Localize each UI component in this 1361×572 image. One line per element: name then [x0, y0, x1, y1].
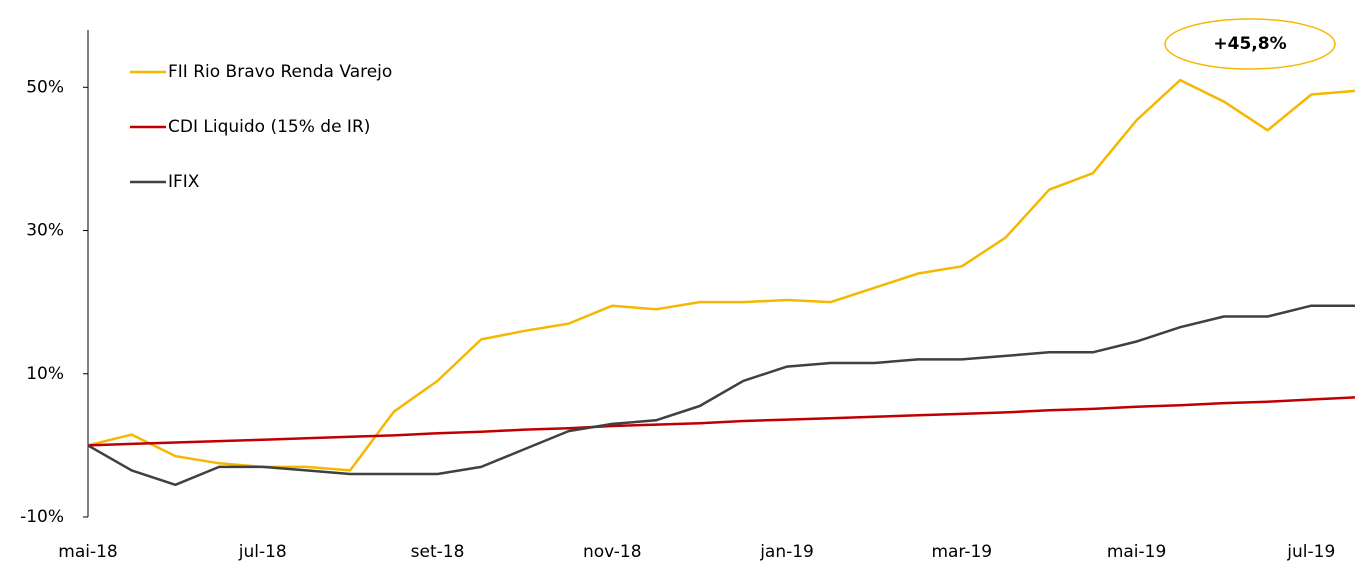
series-line: [87, 396, 1356, 447]
legend-label: CDI Liquido (15% de IR): [168, 117, 370, 137]
x-tick-label: mar-19: [931, 542, 992, 562]
x-tick-label: jul-18: [238, 542, 287, 562]
x-tick-label: jul-19: [1286, 542, 1335, 562]
x-tick-label: mai-18: [58, 542, 117, 562]
legend-label: FII Rio Bravo Renda Varejo: [168, 62, 392, 82]
legend-label: IFIX: [168, 172, 200, 192]
y-tick-label: 30%: [26, 221, 64, 241]
y-tick-label: -10%: [20, 507, 64, 527]
annotation-ellipse: [1164, 18, 1336, 70]
y-tick-label: 50%: [26, 77, 64, 97]
annotation: +45,8%: [1213, 34, 1286, 54]
x-tick-label: jan-19: [759, 542, 814, 562]
y-tick-label: 10%: [26, 364, 64, 384]
series-line: [87, 78, 1356, 472]
x-tick-label: nov-18: [583, 542, 642, 562]
x-tick-label: mai-19: [1107, 542, 1166, 562]
x-tick-label: set-18: [411, 542, 465, 562]
series-line: [87, 304, 1355, 487]
